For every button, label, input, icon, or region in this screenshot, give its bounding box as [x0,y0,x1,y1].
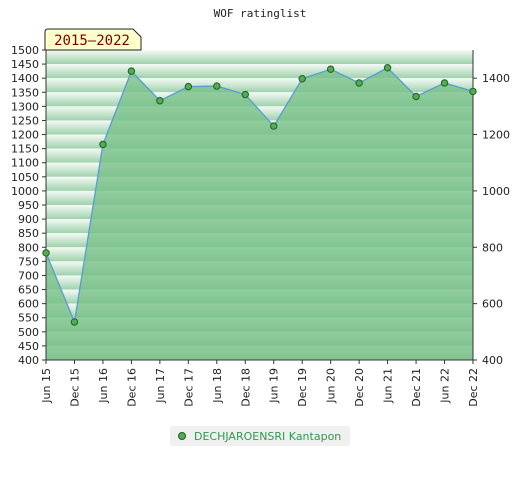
x-tick-label: Jun 17 [154,368,167,404]
x-tick-label: Dec 16 [125,368,138,407]
x-tick-label: Dec 21 [410,368,423,407]
data-point [412,92,420,101]
data-point [184,82,193,91]
y-right-tick-label: 400 [482,354,503,367]
x-tick-label: Jun 15 [40,368,53,404]
y-right-tick-label: 1000 [482,185,510,198]
y-left-tick-label: 400 [18,354,39,367]
data-point [355,79,363,87]
y-left-tick-label: 950 [18,199,39,212]
data-point [127,67,136,75]
x-tick-label: Dec 20 [353,368,366,407]
data-point [241,90,249,99]
data-point [70,318,79,326]
y-left-tick-label: 500 [18,326,39,339]
x-tick-label: Dec 22 [467,368,480,407]
data-point [326,65,335,73]
data-point [298,75,306,83]
legend: DECHJAROENSRI Kantapon [170,426,350,446]
y-left-tick-label: 550 [18,312,39,325]
y-left-tick-label: 450 [18,340,39,353]
legend-label: DECHJAROENSRI Kantapon [194,430,341,443]
y-right-tick-label: 1200 [482,129,510,142]
series-area [45,66,474,360]
data-point [383,64,392,72]
x-tick-label: Dec 17 [182,368,195,407]
y-left-tick-label: 700 [18,269,39,282]
y-left-tick-label: 1050 [11,171,39,184]
y-left-tick-label: 750 [18,255,39,268]
period-badge: 2015–2022 [44,28,142,51]
x-tick-label: Jun 20 [325,368,338,404]
y-left-tick-label: 650 [18,284,39,297]
data-points [42,64,477,326]
x-tick-label: Dec 19 [296,368,309,407]
chart-title: WOF ratinglist [214,7,307,20]
data-point [469,87,477,96]
y-left-tick-label: 1200 [11,129,39,142]
y-left-tick-label: 1400 [11,72,39,85]
grid-band [46,50,473,65]
y-left-tick-label: 1100 [11,157,39,170]
x-tick-label: Jun 19 [268,368,281,404]
x-tick-label: Jun 22 [439,368,452,404]
x-tick-label: Jun 16 [97,368,110,404]
x-tick-label: Dec 18 [239,368,252,407]
x-tick-label: Dec 15 [68,368,81,407]
series-line [45,66,474,325]
data-point [42,249,50,257]
y-right-tick-label: 800 [482,241,503,254]
y-left-tick-label: 1300 [11,100,39,113]
y-left-tick-label: 1250 [11,114,39,127]
y-right-tick-label: 600 [482,298,503,311]
grid-band [46,64,473,79]
data-point [213,82,221,90]
area-fill [46,67,473,360]
y-left-tick-label: 1000 [11,185,39,198]
y-left-tick-label: 850 [18,227,39,240]
x-tick-label: Jun 18 [211,368,224,404]
data-point [440,79,449,87]
data-point [156,97,164,105]
y-left-tick-label: 1450 [11,58,39,71]
x-tick-label: Jun 21 [382,368,395,404]
y-left-tick-label: 1500 [11,44,39,57]
y-left-tick-label: 1150 [11,143,39,156]
data-point [99,140,107,149]
y-left-tick-label: 600 [18,298,39,311]
y-right-tick-label: 1400 [482,72,510,85]
axes: 4004505005506006507007508008509009501000… [11,44,510,407]
y-left-tick-label: 900 [18,213,39,226]
y-left-tick-label: 800 [18,241,39,254]
period-badge-label: 2015–2022 [54,33,130,49]
data-point [270,122,278,130]
y-left-tick-label: 1350 [11,86,39,99]
legend-marker [178,432,186,440]
